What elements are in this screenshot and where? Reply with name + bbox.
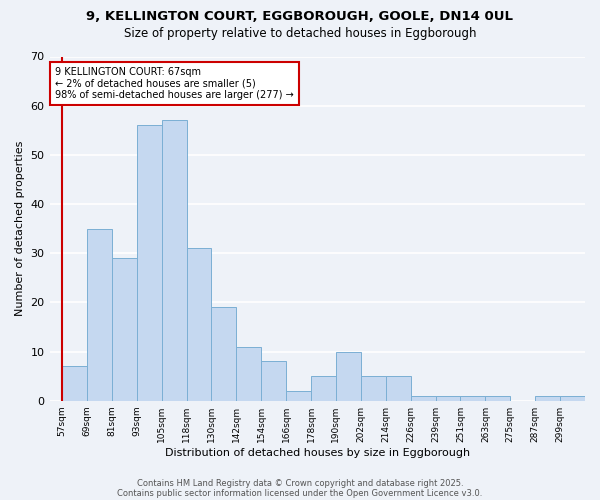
Bar — [361, 376, 386, 400]
Bar — [460, 396, 485, 400]
Text: 9 KELLINGTON COURT: 67sqm
← 2% of detached houses are smaller (5)
98% of semi-de: 9 KELLINGTON COURT: 67sqm ← 2% of detach… — [55, 67, 293, 100]
Text: Contains public sector information licensed under the Open Government Licence v3: Contains public sector information licen… — [118, 488, 482, 498]
Bar — [535, 396, 560, 400]
Bar — [311, 376, 336, 400]
Bar — [436, 396, 460, 400]
X-axis label: Distribution of detached houses by size in Eggborough: Distribution of detached houses by size … — [165, 448, 470, 458]
Bar — [386, 376, 410, 400]
Bar — [211, 308, 236, 400]
Bar — [187, 248, 211, 400]
Y-axis label: Number of detached properties: Number of detached properties — [15, 141, 25, 316]
Bar — [137, 126, 161, 400]
Bar — [261, 362, 286, 401]
Text: 9, KELLINGTON COURT, EGGBOROUGH, GOOLE, DN14 0UL: 9, KELLINGTON COURT, EGGBOROUGH, GOOLE, … — [86, 10, 514, 23]
Bar — [236, 346, 261, 401]
Bar — [87, 228, 112, 400]
Text: Contains HM Land Registry data © Crown copyright and database right 2025.: Contains HM Land Registry data © Crown c… — [137, 478, 463, 488]
Bar — [485, 396, 510, 400]
Bar — [62, 366, 87, 400]
Bar — [560, 396, 585, 400]
Bar — [286, 391, 311, 400]
Bar — [336, 352, 361, 401]
Bar — [410, 396, 436, 400]
Bar — [112, 258, 137, 400]
Bar — [161, 120, 187, 400]
Text: Size of property relative to detached houses in Eggborough: Size of property relative to detached ho… — [124, 28, 476, 40]
